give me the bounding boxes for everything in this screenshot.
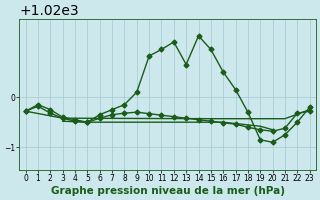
X-axis label: Graphe pression niveau de la mer (hPa): Graphe pression niveau de la mer (hPa) xyxy=(51,186,285,196)
